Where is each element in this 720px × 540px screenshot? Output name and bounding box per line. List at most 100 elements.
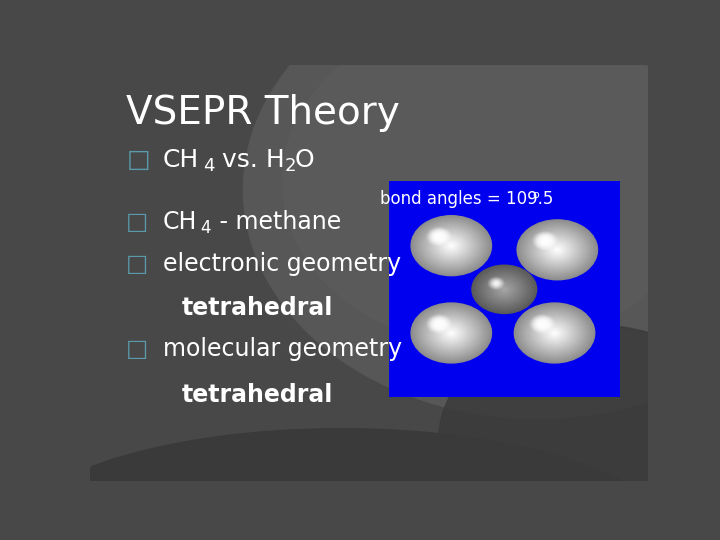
Circle shape [527, 227, 588, 272]
Circle shape [426, 314, 477, 352]
Circle shape [532, 316, 553, 332]
Circle shape [534, 232, 582, 268]
Circle shape [533, 232, 557, 250]
Circle shape [524, 225, 590, 274]
Circle shape [424, 313, 478, 353]
Circle shape [446, 329, 456, 337]
Circle shape [529, 314, 580, 352]
Circle shape [518, 221, 596, 279]
Circle shape [531, 231, 583, 269]
Circle shape [531, 316, 577, 350]
Circle shape [450, 245, 452, 246]
Circle shape [530, 230, 585, 270]
Circle shape [475, 268, 534, 311]
Circle shape [423, 225, 480, 267]
Circle shape [500, 286, 508, 292]
Circle shape [521, 223, 593, 277]
Circle shape [535, 319, 550, 329]
Circle shape [481, 272, 528, 307]
Circle shape [539, 322, 570, 344]
Circle shape [521, 308, 588, 357]
Circle shape [427, 315, 451, 333]
Circle shape [440, 325, 462, 341]
Circle shape [422, 224, 480, 267]
Circle shape [490, 279, 502, 288]
Circle shape [551, 330, 559, 336]
Circle shape [490, 279, 519, 300]
Circle shape [441, 326, 462, 341]
Circle shape [423, 312, 480, 354]
Circle shape [428, 316, 474, 350]
Circle shape [449, 330, 454, 335]
Circle shape [526, 311, 584, 355]
Circle shape [491, 280, 501, 287]
Circle shape [433, 233, 445, 241]
Circle shape [541, 238, 550, 244]
Circle shape [554, 247, 560, 252]
Circle shape [536, 320, 572, 347]
Circle shape [537, 235, 577, 265]
Circle shape [446, 242, 456, 249]
Text: 4: 4 [200, 219, 210, 237]
Circle shape [534, 318, 551, 330]
Circle shape [521, 308, 589, 359]
Circle shape [542, 239, 548, 243]
Circle shape [495, 282, 498, 284]
Circle shape [430, 230, 449, 244]
Circle shape [435, 321, 467, 345]
Circle shape [495, 283, 513, 296]
Circle shape [416, 219, 487, 272]
Text: tetrahedral: tetrahedral [182, 295, 333, 320]
Text: O: O [294, 148, 315, 172]
Text: CH: CH [163, 210, 197, 234]
Circle shape [439, 324, 464, 342]
Circle shape [541, 322, 544, 326]
Circle shape [541, 238, 549, 244]
Circle shape [534, 318, 575, 349]
Circle shape [528, 314, 580, 353]
Text: tetrahedral: tetrahedral [182, 383, 333, 407]
Circle shape [442, 326, 460, 340]
Circle shape [436, 234, 442, 239]
Circle shape [549, 328, 561, 338]
Circle shape [444, 327, 459, 339]
Circle shape [516, 304, 594, 362]
Circle shape [514, 303, 595, 363]
Circle shape [429, 229, 474, 262]
Circle shape [428, 228, 474, 263]
Circle shape [429, 316, 449, 332]
Circle shape [413, 305, 490, 361]
Circle shape [419, 309, 483, 357]
Circle shape [412, 217, 490, 275]
Circle shape [487, 276, 521, 302]
Circle shape [544, 325, 566, 341]
Circle shape [437, 322, 441, 326]
Circle shape [431, 231, 472, 261]
Text: bond angles = 109.5: bond angles = 109.5 [380, 190, 554, 207]
Circle shape [497, 284, 512, 295]
Circle shape [501, 287, 508, 292]
Circle shape [495, 282, 514, 296]
Circle shape [474, 266, 535, 312]
Circle shape [520, 222, 595, 278]
Circle shape [432, 319, 446, 329]
Circle shape [536, 234, 578, 266]
Text: - methane: - methane [212, 210, 341, 234]
Circle shape [488, 277, 521, 301]
Circle shape [435, 233, 444, 240]
Circle shape [427, 228, 475, 264]
Circle shape [474, 267, 534, 312]
Circle shape [433, 232, 446, 241]
Circle shape [419, 222, 483, 269]
Circle shape [525, 226, 590, 274]
Circle shape [519, 307, 590, 359]
Circle shape [523, 310, 585, 356]
Circle shape [544, 239, 572, 260]
Ellipse shape [282, 15, 701, 348]
Circle shape [549, 244, 565, 256]
Circle shape [477, 269, 532, 310]
Circle shape [493, 281, 499, 286]
Circle shape [418, 308, 485, 357]
Circle shape [433, 232, 469, 259]
Circle shape [432, 231, 446, 242]
